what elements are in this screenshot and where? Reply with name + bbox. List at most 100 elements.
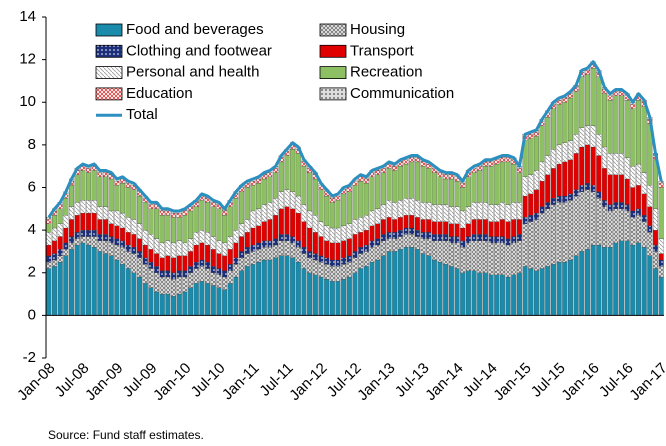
bar-segment [125,183,131,188]
legend-label: Education [126,85,193,102]
bar-segment [278,240,284,256]
bar-segment [91,212,97,231]
bar-segment [454,223,460,237]
bar-segment [80,236,86,244]
bar-segment [244,247,250,254]
bar-segment [596,155,602,192]
bar-segment [505,204,511,222]
bar-segment [573,134,579,154]
bar-segment [545,174,551,203]
bar-segment [91,170,97,201]
bar-segment [550,204,556,265]
bar-segment [137,251,143,258]
bar-segment [346,191,352,224]
y-tick-label: 2 [28,264,36,281]
x-tick-label: Jan-09 [82,360,126,404]
bar-segment [573,153,579,190]
bar-segment [108,255,114,316]
bar-segment [363,251,369,267]
bar-segment [494,242,500,276]
bar-segment [227,236,233,250]
bar-segment [273,172,279,199]
bar-segment [154,266,160,273]
bar-segment [125,251,131,269]
bar-segment [369,247,375,263]
bar-segment [80,212,86,231]
bar-segment [533,131,539,137]
bar-segment [165,215,171,241]
legend-swatch [95,44,123,58]
bar-segment [148,208,154,235]
bar-segment [499,161,505,203]
bar-segment [267,172,273,177]
bar-segment [114,225,120,239]
bar-segment [358,180,364,218]
bar-segment [137,257,143,278]
legend-swatch [95,66,123,79]
bar-segment [579,251,585,316]
bar-segment [154,208,160,239]
bar-segment [114,185,120,212]
bar-segment [596,191,602,199]
bar-segment [182,255,188,271]
bar-segment [176,276,182,295]
bar-segment [545,202,551,209]
bar-segment [74,244,80,316]
legend-label: Food and beverages [126,21,264,38]
bar-segment [261,240,267,248]
bar-segment [222,276,228,290]
bar-segment [46,244,52,256]
bar-segment [154,272,160,293]
y-tick-label: 8 [28,136,36,153]
bar-segment [307,251,313,258]
bar-segment [74,232,80,239]
bar-segment [363,215,369,231]
bar-segment [397,249,403,316]
bar-segment [505,161,511,205]
bar-segment [346,261,352,278]
bar-segment [414,217,420,231]
bar-segment [91,230,97,237]
bar-segment [414,161,420,201]
bar-segment [352,272,358,316]
bar-segment [403,215,409,229]
bar-segment [86,212,92,231]
bar-segment [205,261,211,269]
bar-segment [652,244,659,252]
bar-segment [658,276,664,316]
bar-segment [658,180,664,184]
bar-segment [86,168,92,173]
bar-segment [380,240,386,256]
bar-segment [244,187,250,220]
bar-segment [630,166,636,188]
bar-segment [182,276,188,293]
bar-segment [358,217,364,233]
bar-segment [652,268,659,316]
bar-segment [165,210,171,216]
bar-segment [431,234,437,241]
bar-segment [188,238,194,252]
bar-segment [409,161,415,199]
bar-segment [193,244,199,263]
bar-segment [352,251,358,258]
bar-segment [171,296,177,316]
bar-segment [273,215,279,239]
bar-segment [97,176,103,207]
bar-segment [499,219,505,237]
bar-segment [584,183,590,190]
bar-segment [596,134,602,156]
bar-segment [210,266,216,273]
bar-segment [658,187,664,239]
bar-segment [437,204,443,222]
bar-segment [295,247,301,263]
x-tick-label: Jan-16 [558,360,602,404]
bar-segment [114,180,120,186]
bar-segment [375,244,381,261]
bar-segment [516,168,522,173]
bar-segment [250,227,256,246]
bar-segment [482,166,488,203]
bar-segment [335,266,341,282]
bar-segment [97,251,103,316]
bar-segment [409,227,415,235]
bar-segment [273,244,279,258]
